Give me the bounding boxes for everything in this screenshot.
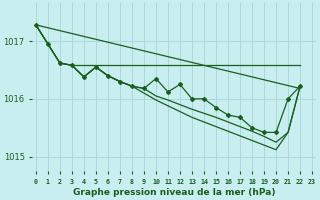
X-axis label: Graphe pression niveau de la mer (hPa): Graphe pression niveau de la mer (hPa) (73, 188, 275, 197)
